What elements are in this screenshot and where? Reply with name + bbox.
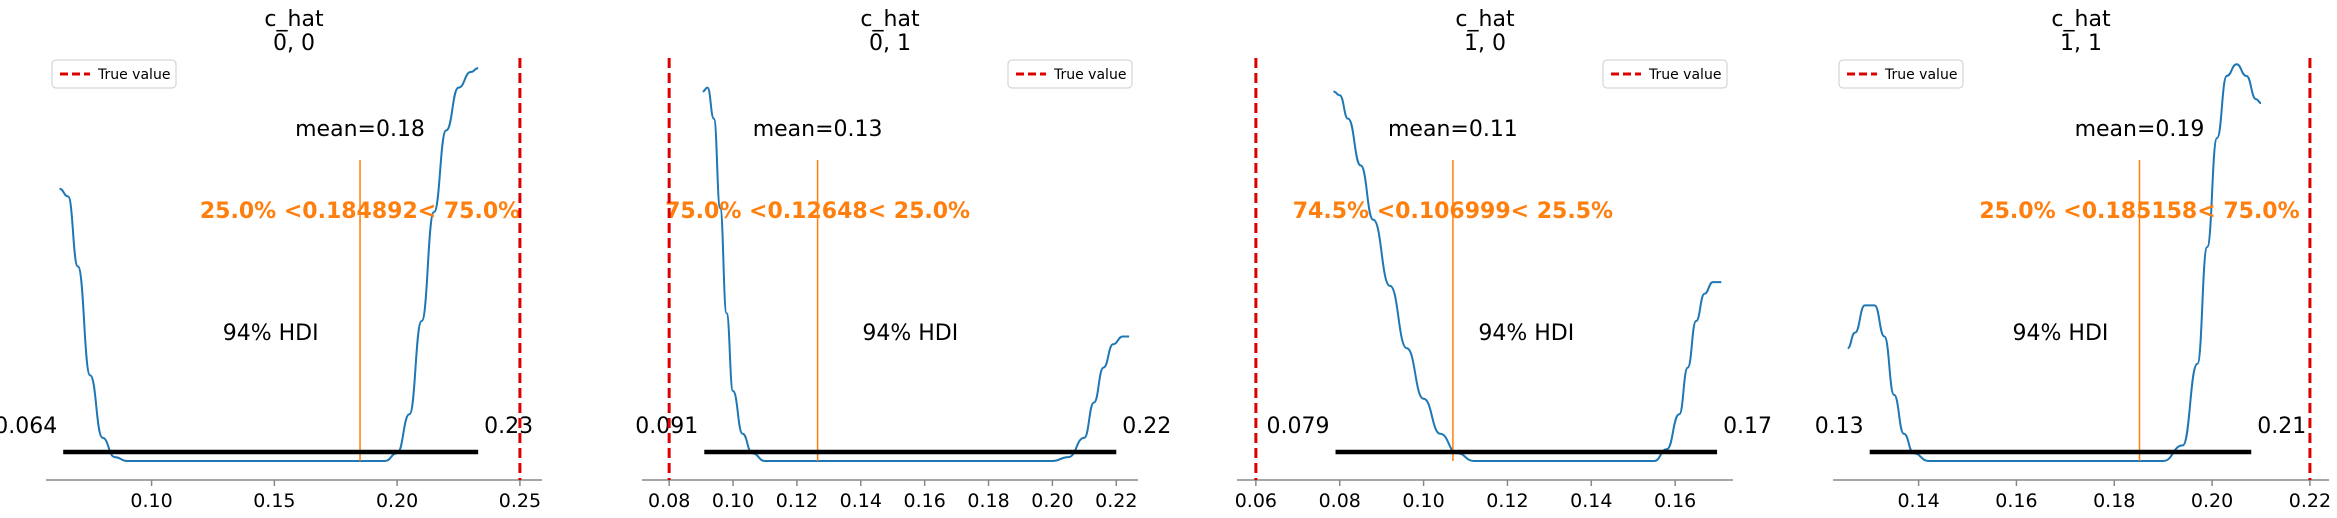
x-tick-label: 0.16 [1654, 490, 1696, 512]
chart-title: c_hat [2051, 7, 2111, 32]
x-tick-label: 0.20 [376, 490, 418, 512]
density-curve [1333, 90, 1722, 463]
hdi-high-label: 0.22 [1122, 414, 1171, 439]
chart-subtitle: 1, 0 [1464, 31, 1506, 56]
hdi-label: 94% HDI [223, 321, 319, 346]
x-tick-label: 0.18 [967, 490, 1009, 512]
x-tick-label: 0.08 [648, 490, 690, 512]
x-tick-label: 0.22 [2289, 490, 2331, 512]
x-tick-label: 0.18 [2093, 490, 2135, 512]
mean-label: mean=0.19 [2075, 117, 2205, 142]
reference-label: 25.0% <0.185158< 75.0% [1979, 199, 2299, 224]
density-curve [1847, 63, 2262, 463]
mean-label: mean=0.13 [753, 117, 883, 142]
hdi-high-label: 0.23 [484, 414, 533, 439]
x-tick-label: 0.12 [1486, 490, 1528, 512]
x-tick-label: 0.20 [2191, 490, 2233, 512]
legend-box [1602, 59, 1728, 89]
x-tick-label: 0.10 [130, 490, 172, 512]
reference-label: 75.0% <0.12648< 25.0% [665, 199, 970, 224]
mean-label: mean=0.18 [295, 117, 425, 142]
chart-subtitle: 0, 1 [869, 31, 911, 56]
x-tick-label: 0.06 [1235, 490, 1277, 512]
legend-box [51, 59, 177, 89]
x-tick-label: 0.10 [712, 490, 754, 512]
x-tick-label: 0.14 [1570, 490, 1612, 512]
hdi-low-label: 0.064 [0, 414, 57, 439]
legend-entry: True value [1884, 67, 1957, 83]
legend-entry: True value [1053, 67, 1126, 83]
chart-title: c_hat [264, 7, 324, 32]
hdi-low-label: 0.13 [1815, 414, 1864, 439]
x-tick-label: 0.14 [840, 490, 882, 512]
hdi-high-label: 0.17 [1723, 414, 1772, 439]
chart-subtitle: 1, 1 [2060, 31, 2102, 56]
x-tick-label: 0.10 [1402, 490, 1444, 512]
chart-title: c_hat [1455, 7, 1515, 32]
legend-box [1007, 59, 1133, 89]
x-tick-label: 0.16 [903, 490, 945, 512]
x-tick-label: 0.12 [776, 490, 818, 512]
hdi-low-label: 0.091 [635, 414, 698, 439]
legend-box [1838, 59, 1964, 89]
hdi-label: 94% HDI [2013, 321, 2109, 346]
reference-label: 25.0% <0.184892< 75.0% [200, 199, 520, 224]
x-tick-label: 0.22 [1095, 490, 1137, 512]
reference-label: 74.5% <0.106999< 25.5% [1293, 199, 1613, 224]
legend-entry: True value [97, 67, 170, 83]
x-tick-label: 0.20 [1031, 490, 1073, 512]
density-curve [702, 86, 1130, 463]
x-tick-label: 0.14 [1897, 490, 1939, 512]
chart-subtitle: 0, 0 [273, 31, 315, 56]
hdi-low-label: 0.079 [1267, 414, 1330, 439]
x-tick-label: 0.08 [1319, 490, 1361, 512]
hdi-label: 94% HDI [862, 321, 958, 346]
mean-label: mean=0.11 [1388, 117, 1518, 142]
hdi-high-label: 0.21 [2257, 414, 2306, 439]
chart-title: c_hat [860, 7, 920, 32]
x-tick-label: 0.25 [499, 490, 541, 512]
hdi-label: 94% HDI [1478, 321, 1574, 346]
legend-entry: True value [1648, 67, 1721, 83]
density-curve [59, 67, 479, 462]
x-tick-label: 0.15 [253, 490, 295, 512]
x-tick-label: 0.16 [1995, 490, 2037, 512]
